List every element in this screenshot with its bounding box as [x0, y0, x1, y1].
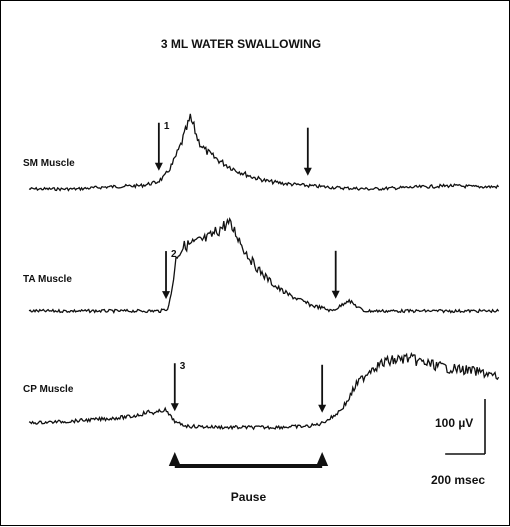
pause-left-arrowhead	[168, 452, 181, 466]
ta-muscle-trace	[28, 217, 500, 314]
arrow-head	[170, 403, 179, 412]
sm-muscle-trace	[28, 113, 500, 192]
chart-title: 3 ML WATER SWALLOWING	[161, 37, 321, 51]
arrow-marker-3: 2	[162, 249, 177, 300]
pause-right-arrowhead	[316, 452, 329, 466]
arrow-marker-5: 3	[170, 361, 186, 412]
ta-muscle-label: TA Muscle	[23, 274, 72, 285]
cp-muscle-label: CP Muscle	[23, 384, 74, 395]
arrow-head	[318, 404, 327, 413]
arrow-head	[154, 162, 163, 171]
arrow-head	[162, 291, 171, 300]
arrow-marker-2	[303, 127, 312, 176]
cp-muscle-trace	[28, 351, 500, 431]
sm-muscle-label: SM Muscle	[23, 158, 75, 169]
scale-amplitude-label: 100 µV	[435, 416, 473, 430]
pause-indicator: Pause	[168, 452, 329, 504]
arrow-marker-1: 1	[154, 121, 170, 171]
arrow-marker-4	[331, 250, 340, 299]
arrow-head	[303, 167, 312, 176]
scale-bar: 100 µV 200 msec	[431, 399, 486, 487]
pause-label: Pause	[231, 490, 267, 504]
arrow-marker-6	[318, 364, 327, 413]
scale-time-label: 200 msec	[431, 473, 485, 487]
arrow-head	[331, 290, 340, 299]
arrow-number: 1	[164, 121, 170, 132]
arrow-number: 2	[171, 249, 177, 260]
arrow-number: 3	[180, 361, 186, 372]
